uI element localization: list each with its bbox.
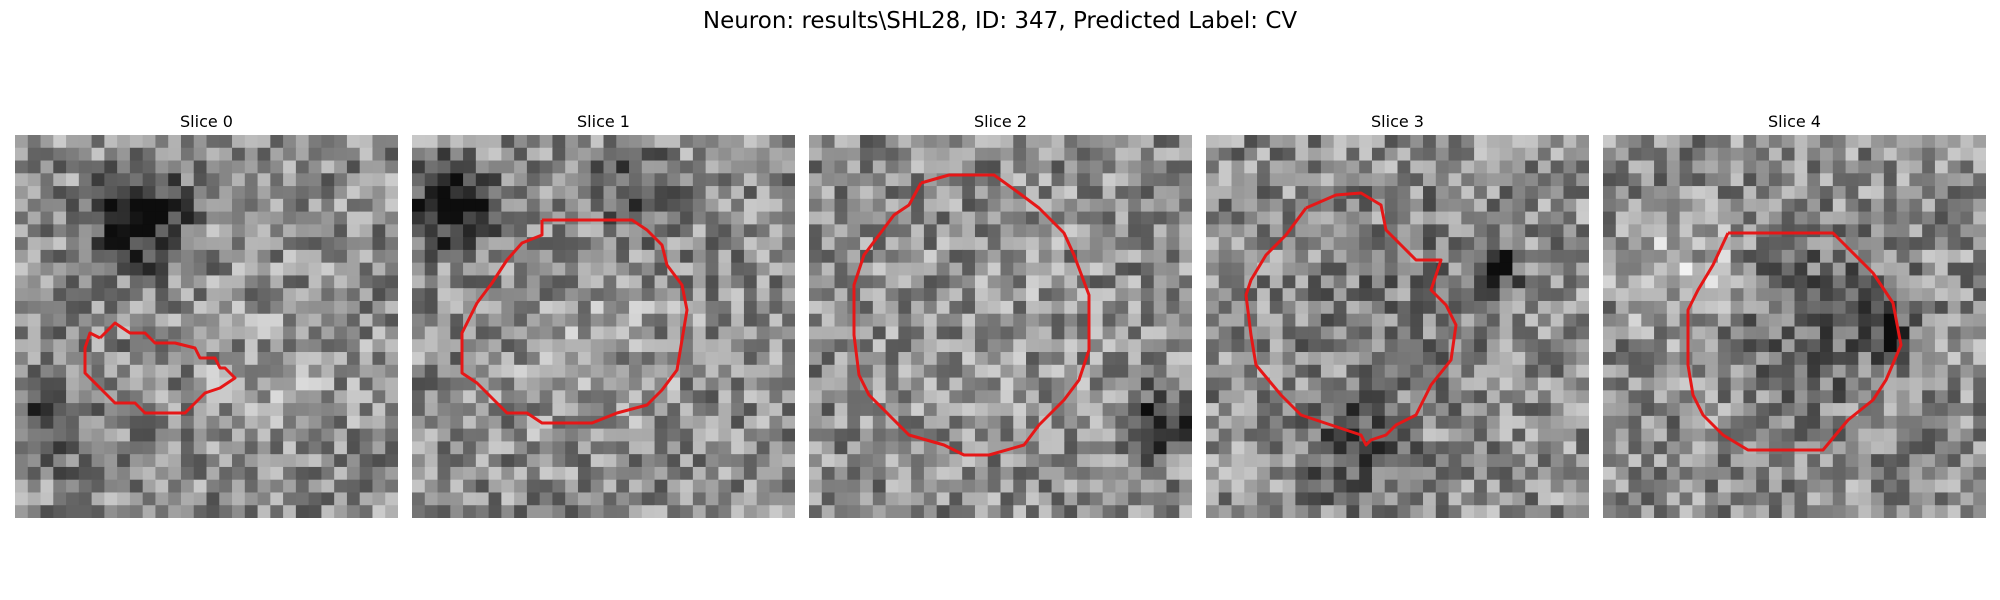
slice-panel-2: Slice 2 — [809, 110, 1192, 518]
neuron-contour — [1686, 231, 1903, 452]
pixel-grid — [809, 135, 1192, 518]
slice-title: Slice 4 — [1768, 112, 1821, 131]
pixel-grid — [1603, 135, 1986, 518]
slice-image-0 — [15, 135, 398, 518]
slice-image-1 — [412, 135, 795, 518]
neuron-contour — [852, 173, 1091, 457]
slice-title: Slice 3 — [1371, 112, 1424, 131]
slice-title: Slice 0 — [180, 112, 233, 131]
neuron-contour — [1244, 191, 1458, 447]
slice-panel-0: Slice 0 — [15, 110, 398, 518]
slice-image-4 — [1603, 135, 1986, 518]
slice-image-3 — [1206, 135, 1589, 518]
pixel-grid — [1206, 135, 1589, 518]
neuron-contour — [83, 321, 237, 415]
slice-title: Slice 1 — [577, 112, 630, 131]
slice-panel-4: Slice 4 — [1603, 110, 1986, 518]
slice-image-2 — [809, 135, 1192, 518]
slice-title: Slice 2 — [974, 112, 1027, 131]
pixel-grid — [412, 135, 795, 518]
slice-panel-1: Slice 1 — [412, 110, 795, 518]
figure-title: Neuron: results\SHL28, ID: 347, Predicte… — [702, 8, 1298, 34]
pixel-grid — [15, 135, 398, 518]
neuron-contour — [460, 218, 689, 425]
slice-panel-3: Slice 3 — [1206, 110, 1589, 518]
